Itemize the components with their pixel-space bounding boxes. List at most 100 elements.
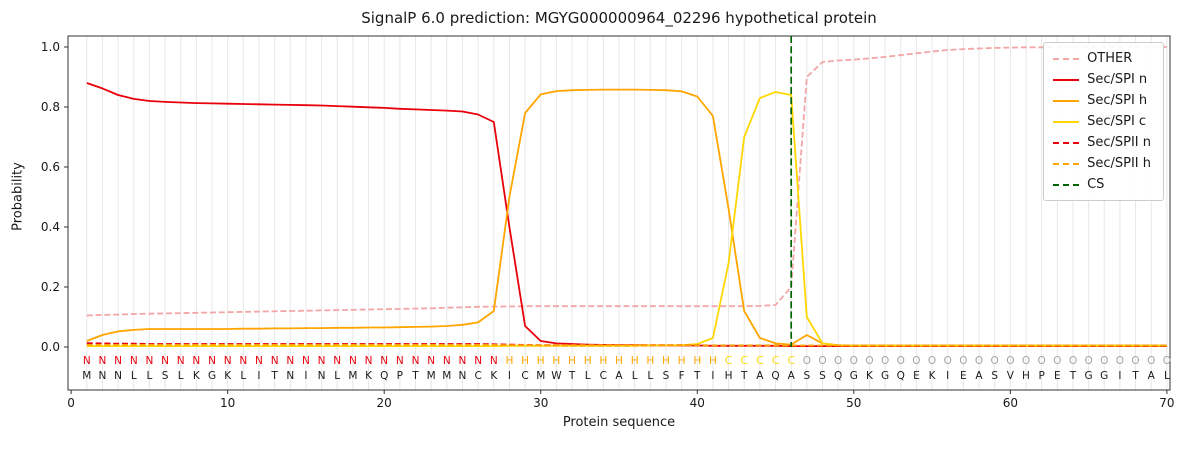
sequence-letter: E	[1054, 370, 1061, 382]
legend-label: Sec/SPI h	[1087, 93, 1148, 108]
sequence-letter: N	[99, 370, 107, 382]
sequence-letter: P	[397, 370, 403, 382]
legend-item-sec-spi-c: Sec/SPI c	[1053, 114, 1151, 129]
sequence-letter: A	[615, 370, 623, 382]
region-letter: C	[741, 355, 748, 367]
legend-label: CS	[1087, 177, 1105, 192]
y-tick-label: 0.4	[41, 220, 60, 234]
sequence-letter: W	[551, 370, 562, 382]
x-axis-label: Protein sequence	[562, 415, 676, 430]
sequence-letter: P	[1038, 370, 1044, 382]
sequence-letter: S	[162, 370, 169, 382]
sequence-letter: G	[850, 370, 858, 382]
x-tick-label: 70	[1159, 396, 1174, 410]
legend-line-sample	[1053, 162, 1080, 165]
region-letter: H	[521, 355, 529, 367]
region-letter: N	[396, 355, 404, 367]
x-tick-label: 50	[846, 396, 861, 410]
region-letter: O	[1084, 355, 1092, 367]
region-letter: N	[474, 355, 482, 367]
x-tick-label: 60	[1003, 396, 1018, 410]
sequence-letter: T	[740, 370, 748, 382]
sequence-letter: I	[304, 370, 307, 382]
sequence-letter: M	[348, 370, 357, 382]
y-tick-label: 0.8	[41, 100, 60, 114]
x-tick-label: 0	[67, 396, 75, 410]
sequence-letter: I	[257, 370, 260, 382]
x-tick-label: 10	[220, 396, 235, 410]
sequence-letter: M	[442, 370, 451, 382]
region-letter: O	[991, 355, 999, 367]
sequence-letter: Q	[380, 370, 388, 382]
sequence-letter: I	[946, 370, 949, 382]
sequence-letter: A	[975, 370, 983, 382]
region-letter: H	[537, 355, 545, 367]
region-letter: N	[271, 355, 279, 367]
y-tick-label: 0.6	[41, 160, 60, 174]
region-letter: N	[161, 355, 169, 367]
region-letter: O	[1006, 355, 1014, 367]
sequence-letter: I	[711, 370, 714, 382]
legend-item-other: OTHER	[1053, 51, 1151, 66]
sequence-letter: L	[334, 370, 340, 382]
region-letter: N	[365, 355, 373, 367]
sequence-letter: T	[411, 370, 419, 382]
sequence-letter: L	[1164, 370, 1170, 382]
region-letter: O	[850, 355, 858, 367]
sequence-letter: K	[490, 370, 498, 382]
region-letter: O	[1022, 355, 1030, 367]
region-letter: N	[427, 355, 435, 367]
region-letter: H	[709, 355, 717, 367]
region-letter: H	[631, 355, 639, 367]
legend: OTHER Sec/SPI n Sec/SPI h Sec/SPI c Sec/SPII…	[1043, 42, 1164, 201]
sequence-letter: I	[508, 370, 511, 382]
legend-label: Sec/SPI n	[1087, 72, 1148, 87]
sequence-letter: T	[1131, 370, 1139, 382]
chart-title: SignalP 6.0 prediction: MGYG000000964_02…	[361, 9, 877, 27]
sequence-letter: S	[991, 370, 998, 382]
region-letter: N	[459, 355, 467, 367]
region-letter: N	[177, 355, 185, 367]
legend-label: OTHER	[1087, 51, 1133, 66]
x-tick-label: 30	[533, 396, 548, 410]
sequence-letter: C	[521, 370, 528, 382]
sequence-letter: G	[881, 370, 889, 382]
sequence-letter: S	[804, 370, 811, 382]
series-sec-spi-h	[86, 88, 1167, 347]
sequence-letter: K	[193, 370, 201, 382]
sequence-letter: T	[270, 370, 278, 382]
sequence-letter: G	[1100, 370, 1108, 382]
sequence-letter: N	[318, 370, 326, 382]
legend-line-sample	[1053, 78, 1080, 81]
region-letter: H	[599, 355, 607, 367]
sequence-letter: V	[1007, 370, 1015, 382]
legend-line-sample	[1053, 57, 1080, 60]
region-letter: O	[897, 355, 905, 367]
series-sec-spii-h	[86, 343, 1167, 347]
sequence-letter: M	[536, 370, 545, 382]
y-tick-label: 1.0	[41, 40, 60, 54]
region-letter: N	[302, 355, 310, 367]
region-letter: H	[662, 355, 670, 367]
region-letter: N	[239, 355, 247, 367]
x-axis: 0 10 20 30 40 50 60 70	[67, 390, 1175, 410]
sequence-letter: K	[224, 370, 232, 382]
sequence-letter: L	[146, 370, 152, 382]
legend-item-sec-spi-h: Sec/SPI h	[1053, 93, 1151, 108]
region-letter: O	[865, 355, 873, 367]
region-letter: N	[349, 355, 357, 367]
sequence-letter: F	[679, 370, 685, 382]
region-letter: N	[443, 355, 451, 367]
sequence-letter: C	[474, 370, 481, 382]
sequence-letter: L	[585, 370, 591, 382]
sequence-letter: L	[178, 370, 184, 382]
region-letter: N	[224, 355, 232, 367]
region-letter: O	[803, 355, 811, 367]
region-letter: N	[145, 355, 153, 367]
sequence-letter: A	[1148, 370, 1156, 382]
region-letter: H	[678, 355, 686, 367]
sequence-letter: E	[913, 370, 920, 382]
region-letter: N	[286, 355, 294, 367]
